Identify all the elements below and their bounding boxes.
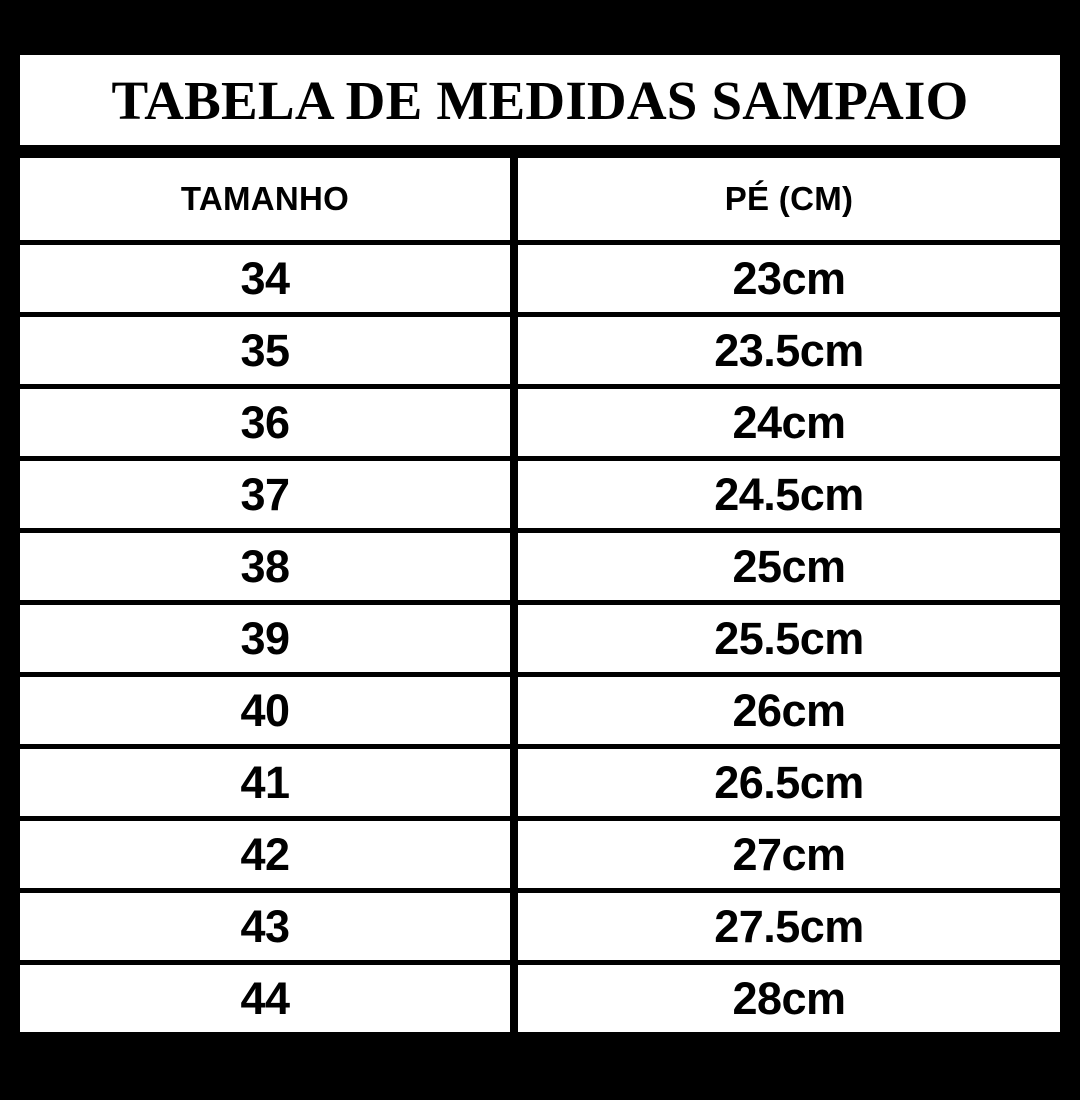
table-header-row: TAMANHO PÉ (CM) [20, 158, 1060, 240]
cell-tamanho: 39 [20, 605, 510, 672]
size-table: TAMANHO PÉ (CM) 34 23cm 35 23.5cm 36 24cm 37 24… [20, 158, 1060, 1040]
cell-pe: 27.5cm [518, 893, 1060, 960]
column-divider [510, 677, 518, 744]
column-divider [510, 965, 518, 1032]
cell-pe: 24.5cm [518, 461, 1060, 528]
column-divider [510, 821, 518, 888]
cell-pe: 26cm [518, 677, 1060, 744]
cell-pe: 25.5cm [518, 605, 1060, 672]
table-row: 41 26.5cm [20, 749, 1060, 816]
table-body: 34 23cm 35 23.5cm 36 24cm 37 24.5cm 38 25cm 39 25.5… [20, 245, 1060, 1032]
table-row: 39 25.5cm [20, 605, 1060, 672]
cell-tamanho: 34 [20, 245, 510, 312]
table-row: 34 23cm [20, 245, 1060, 312]
table-row: 44 28cm [20, 965, 1060, 1032]
column-header-tamanho: TAMANHO [20, 158, 510, 240]
table-row: 43 27.5cm [20, 893, 1060, 960]
cell-tamanho: 43 [20, 893, 510, 960]
cell-pe: 26.5cm [518, 749, 1060, 816]
table-row: 35 23.5cm [20, 317, 1060, 384]
cell-tamanho: 35 [20, 317, 510, 384]
cell-tamanho: 40 [20, 677, 510, 744]
cell-pe: 23.5cm [518, 317, 1060, 384]
table-row: 40 26cm [20, 677, 1060, 744]
column-divider [510, 533, 518, 600]
column-header-pe: PÉ (CM) [518, 158, 1060, 240]
column-divider [510, 893, 518, 960]
table-row: 36 24cm [20, 389, 1060, 456]
cell-pe: 23cm [518, 245, 1060, 312]
cell-tamanho: 42 [20, 821, 510, 888]
cell-tamanho: 37 [20, 461, 510, 528]
cell-tamanho: 38 [20, 533, 510, 600]
cell-tamanho: 36 [20, 389, 510, 456]
column-divider [510, 389, 518, 456]
column-divider [510, 317, 518, 384]
cell-pe: 25cm [518, 533, 1060, 600]
column-divider [510, 158, 518, 240]
column-divider [510, 245, 518, 312]
cell-tamanho: 44 [20, 965, 510, 1032]
column-divider [510, 605, 518, 672]
chart-title-banner: TABELA DE MEDIDAS SAMPAIO [20, 55, 1060, 145]
cell-tamanho: 41 [20, 749, 510, 816]
column-divider [510, 749, 518, 816]
cell-pe: 24cm [518, 389, 1060, 456]
cell-pe: 28cm [518, 965, 1060, 1032]
page-title: TABELA DE MEDIDAS SAMPAIO [111, 69, 969, 131]
table-row: 42 27cm [20, 821, 1060, 888]
cell-pe: 27cm [518, 821, 1060, 888]
column-divider [510, 461, 518, 528]
table-row: 38 25cm [20, 533, 1060, 600]
table-row: 37 24.5cm [20, 461, 1060, 528]
